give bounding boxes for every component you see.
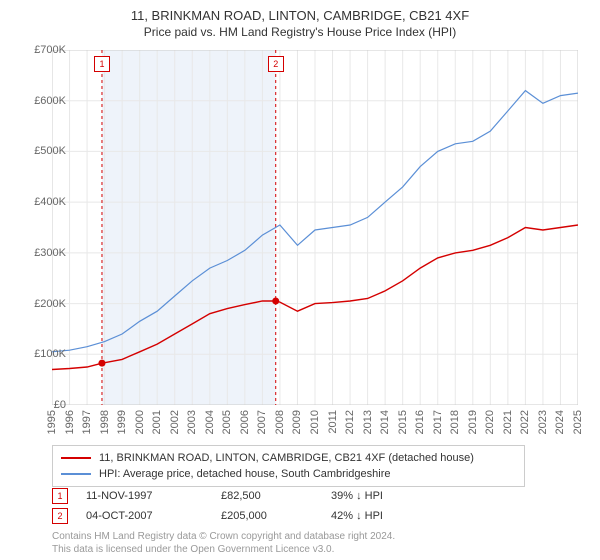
chart-plot-area: [52, 50, 578, 405]
sales-date-1: 11-NOV-1997: [86, 490, 221, 502]
x-tick-label: 1997: [81, 410, 93, 434]
sales-table: 1 11-NOV-1997 £82,500 39% ↓ HPI 2 04-OCT…: [52, 486, 451, 526]
x-tick-label: 1996: [64, 410, 76, 434]
x-tick-label: 2014: [379, 410, 391, 434]
legend-box: 11, BRINKMAN ROAD, LINTON, CAMBRIDGE, CB…: [52, 445, 525, 487]
x-tick-label: 2000: [134, 410, 146, 434]
y-tick-label: £100K: [34, 348, 66, 360]
sales-marker-2: 2: [52, 508, 68, 524]
chart-marker-2: 2: [268, 56, 284, 72]
legend-swatch-hpi: [61, 473, 91, 475]
x-tick-label: 2022: [519, 410, 531, 434]
x-tick-label: 2016: [414, 410, 426, 434]
y-tick-label: £400K: [34, 196, 66, 208]
x-tick-label: 2010: [309, 410, 321, 434]
x-tick-label: 2018: [449, 410, 461, 434]
x-tick-label: 2024: [554, 410, 566, 434]
y-tick-label: £500K: [34, 145, 66, 157]
sales-price-2: £205,000: [221, 510, 331, 522]
footnote: Contains HM Land Registry data © Crown c…: [52, 530, 395, 556]
footnote-line-1: Contains HM Land Registry data © Crown c…: [52, 530, 395, 543]
chart-svg: [52, 50, 578, 405]
x-tick-label: 2006: [239, 410, 251, 434]
x-tick-label: 2008: [274, 410, 286, 434]
x-tick-label: 2021: [502, 410, 514, 434]
x-tick-label: 2019: [467, 410, 479, 434]
x-tick-label: 2005: [221, 410, 233, 434]
legend-row-hpi: HPI: Average price, detached house, Sout…: [61, 466, 516, 482]
y-tick-label: £700K: [34, 44, 66, 56]
chart-marker-1: 1: [94, 56, 110, 72]
x-tick-label: 2023: [537, 410, 549, 434]
x-tick-label: 2015: [397, 410, 409, 434]
title-main: 11, BRINKMAN ROAD, LINTON, CAMBRIDGE, CB…: [0, 8, 600, 23]
x-tick-label: 1995: [46, 410, 58, 434]
y-tick-label: £300K: [34, 247, 66, 259]
title-sub: Price paid vs. HM Land Registry's House …: [0, 25, 600, 39]
x-tick-label: 2013: [362, 410, 374, 434]
x-tick-label: 2012: [344, 410, 356, 434]
sales-pct-1: 39% ↓ HPI: [331, 490, 451, 502]
legend-label-property: 11, BRINKMAN ROAD, LINTON, CAMBRIDGE, CB…: [99, 452, 474, 464]
sales-marker-1: 1: [52, 488, 68, 504]
sales-row-2: 2 04-OCT-2007 £205,000 42% ↓ HPI: [52, 506, 451, 526]
sales-pct-2: 42% ↓ HPI: [331, 510, 451, 522]
y-tick-label: £200K: [34, 298, 66, 310]
legend-swatch-property: [61, 457, 91, 459]
footnote-line-2: This data is licensed under the Open Gov…: [52, 543, 395, 556]
x-tick-label: 1998: [99, 410, 111, 434]
x-tick-label: 2002: [169, 410, 181, 434]
y-tick-label: £600K: [34, 95, 66, 107]
x-tick-label: 2004: [204, 410, 216, 434]
legend-row-property: 11, BRINKMAN ROAD, LINTON, CAMBRIDGE, CB…: [61, 450, 516, 466]
x-tick-label: 2017: [432, 410, 444, 434]
chart-container: 11, BRINKMAN ROAD, LINTON, CAMBRIDGE, CB…: [0, 0, 600, 560]
sales-date-2: 04-OCT-2007: [86, 510, 221, 522]
x-tick-label: 2001: [151, 410, 163, 434]
x-tick-label: 2020: [484, 410, 496, 434]
x-tick-label: 2003: [186, 410, 198, 434]
sales-row-1: 1 11-NOV-1997 £82,500 39% ↓ HPI: [52, 486, 451, 506]
x-tick-label: 2025: [572, 410, 584, 434]
title-block: 11, BRINKMAN ROAD, LINTON, CAMBRIDGE, CB…: [0, 0, 600, 39]
x-tick-label: 1999: [116, 410, 128, 434]
x-tick-label: 2011: [327, 410, 339, 434]
x-tick-label: 2009: [291, 410, 303, 434]
legend-label-hpi: HPI: Average price, detached house, Sout…: [99, 468, 390, 480]
sales-price-1: £82,500: [221, 490, 331, 502]
x-tick-label: 2007: [256, 410, 268, 434]
